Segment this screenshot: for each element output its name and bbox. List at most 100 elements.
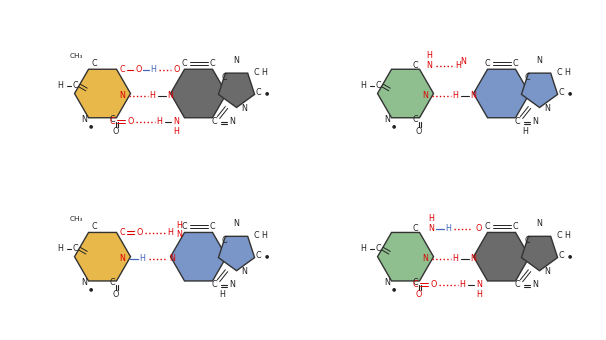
Text: H: H (445, 224, 451, 233)
Text: H: H (262, 231, 267, 240)
Text: CH₃: CH₃ (70, 52, 83, 58)
Text: C: C (513, 222, 518, 231)
Text: C: C (210, 222, 215, 231)
Text: H: H (361, 244, 367, 253)
Text: C: C (514, 280, 521, 289)
Text: H: H (156, 117, 162, 126)
Text: N: N (536, 56, 542, 65)
Polygon shape (75, 69, 130, 118)
Text: N: N (533, 117, 539, 126)
Text: C: C (92, 59, 98, 68)
Polygon shape (473, 69, 530, 118)
Text: C: C (92, 222, 98, 231)
Text: C: C (557, 68, 562, 77)
Text: N: N (82, 278, 87, 287)
Text: C: C (110, 117, 115, 126)
Text: C: C (182, 59, 187, 68)
Text: O: O (112, 290, 119, 299)
Text: C: C (559, 251, 564, 260)
Text: C: C (211, 280, 218, 289)
Text: ●: ● (88, 286, 93, 291)
Text: C: C (120, 228, 125, 237)
Text: C: C (513, 59, 518, 68)
Text: C: C (525, 236, 530, 245)
Text: N: N (119, 91, 125, 100)
Text: N: N (170, 254, 176, 263)
Text: N: N (82, 115, 87, 124)
Text: ●: ● (391, 286, 396, 291)
Text: C: C (413, 278, 418, 287)
Text: ●: ● (264, 253, 268, 258)
Text: C: C (485, 222, 490, 231)
Text: N: N (471, 91, 476, 100)
Text: ●: ● (88, 123, 93, 128)
Text: H: H (453, 254, 459, 263)
Text: N: N (476, 280, 482, 289)
Text: C: C (376, 81, 381, 90)
Text: H: H (219, 290, 225, 299)
Text: O: O (415, 290, 422, 299)
Polygon shape (170, 69, 227, 118)
Text: N: N (461, 57, 467, 66)
Text: N: N (385, 278, 390, 287)
Text: C: C (182, 222, 187, 231)
Polygon shape (75, 233, 130, 281)
Text: H: H (176, 221, 182, 230)
Text: N: N (230, 280, 236, 289)
Text: H: H (58, 81, 64, 90)
Text: O: O (415, 127, 422, 136)
Text: C: C (256, 88, 261, 97)
Text: N: N (242, 104, 247, 113)
Text: O: O (136, 228, 143, 237)
Text: C: C (110, 278, 115, 287)
Text: C: C (222, 73, 227, 82)
Polygon shape (378, 233, 433, 281)
Text: N: N (427, 61, 433, 70)
Text: ●: ● (264, 90, 268, 95)
Text: C: C (514, 117, 521, 126)
Text: N: N (233, 56, 239, 65)
Text: N: N (428, 224, 435, 233)
Text: H: H (173, 127, 179, 136)
Text: H: H (456, 61, 461, 70)
Text: ●: ● (391, 123, 396, 128)
Text: O: O (127, 117, 134, 126)
Polygon shape (521, 236, 558, 271)
Text: C: C (485, 59, 490, 68)
Text: C: C (413, 280, 418, 289)
Polygon shape (521, 73, 558, 107)
Text: C: C (413, 61, 418, 70)
Text: C: C (557, 231, 562, 240)
Text: N: N (422, 254, 428, 263)
Text: C: C (254, 68, 259, 77)
Text: H: H (459, 280, 465, 289)
Text: C: C (222, 236, 227, 245)
Text: H: H (565, 231, 570, 240)
Text: O: O (173, 65, 180, 74)
Text: C: C (110, 115, 115, 124)
Text: O: O (112, 127, 119, 136)
Polygon shape (218, 236, 255, 271)
Text: H: H (139, 254, 145, 263)
Text: H: H (361, 81, 367, 90)
Text: C: C (376, 244, 381, 253)
Text: C: C (525, 73, 530, 82)
Text: N: N (545, 104, 550, 113)
Text: O: O (430, 280, 437, 289)
Polygon shape (218, 73, 255, 107)
Text: H: H (151, 65, 156, 74)
Text: N: N (230, 117, 236, 126)
Text: N: N (536, 219, 542, 228)
Text: N: N (422, 91, 428, 100)
Text: H: H (565, 68, 570, 77)
Text: CH₃: CH₃ (70, 216, 83, 222)
Text: O: O (475, 224, 482, 233)
Text: C: C (73, 81, 78, 90)
Text: C: C (211, 117, 218, 126)
Text: N: N (242, 267, 247, 276)
Text: H: H (476, 290, 482, 299)
Text: H: H (168, 228, 173, 237)
Text: C: C (120, 65, 125, 74)
Text: N: N (385, 115, 390, 124)
Text: H: H (522, 127, 528, 136)
